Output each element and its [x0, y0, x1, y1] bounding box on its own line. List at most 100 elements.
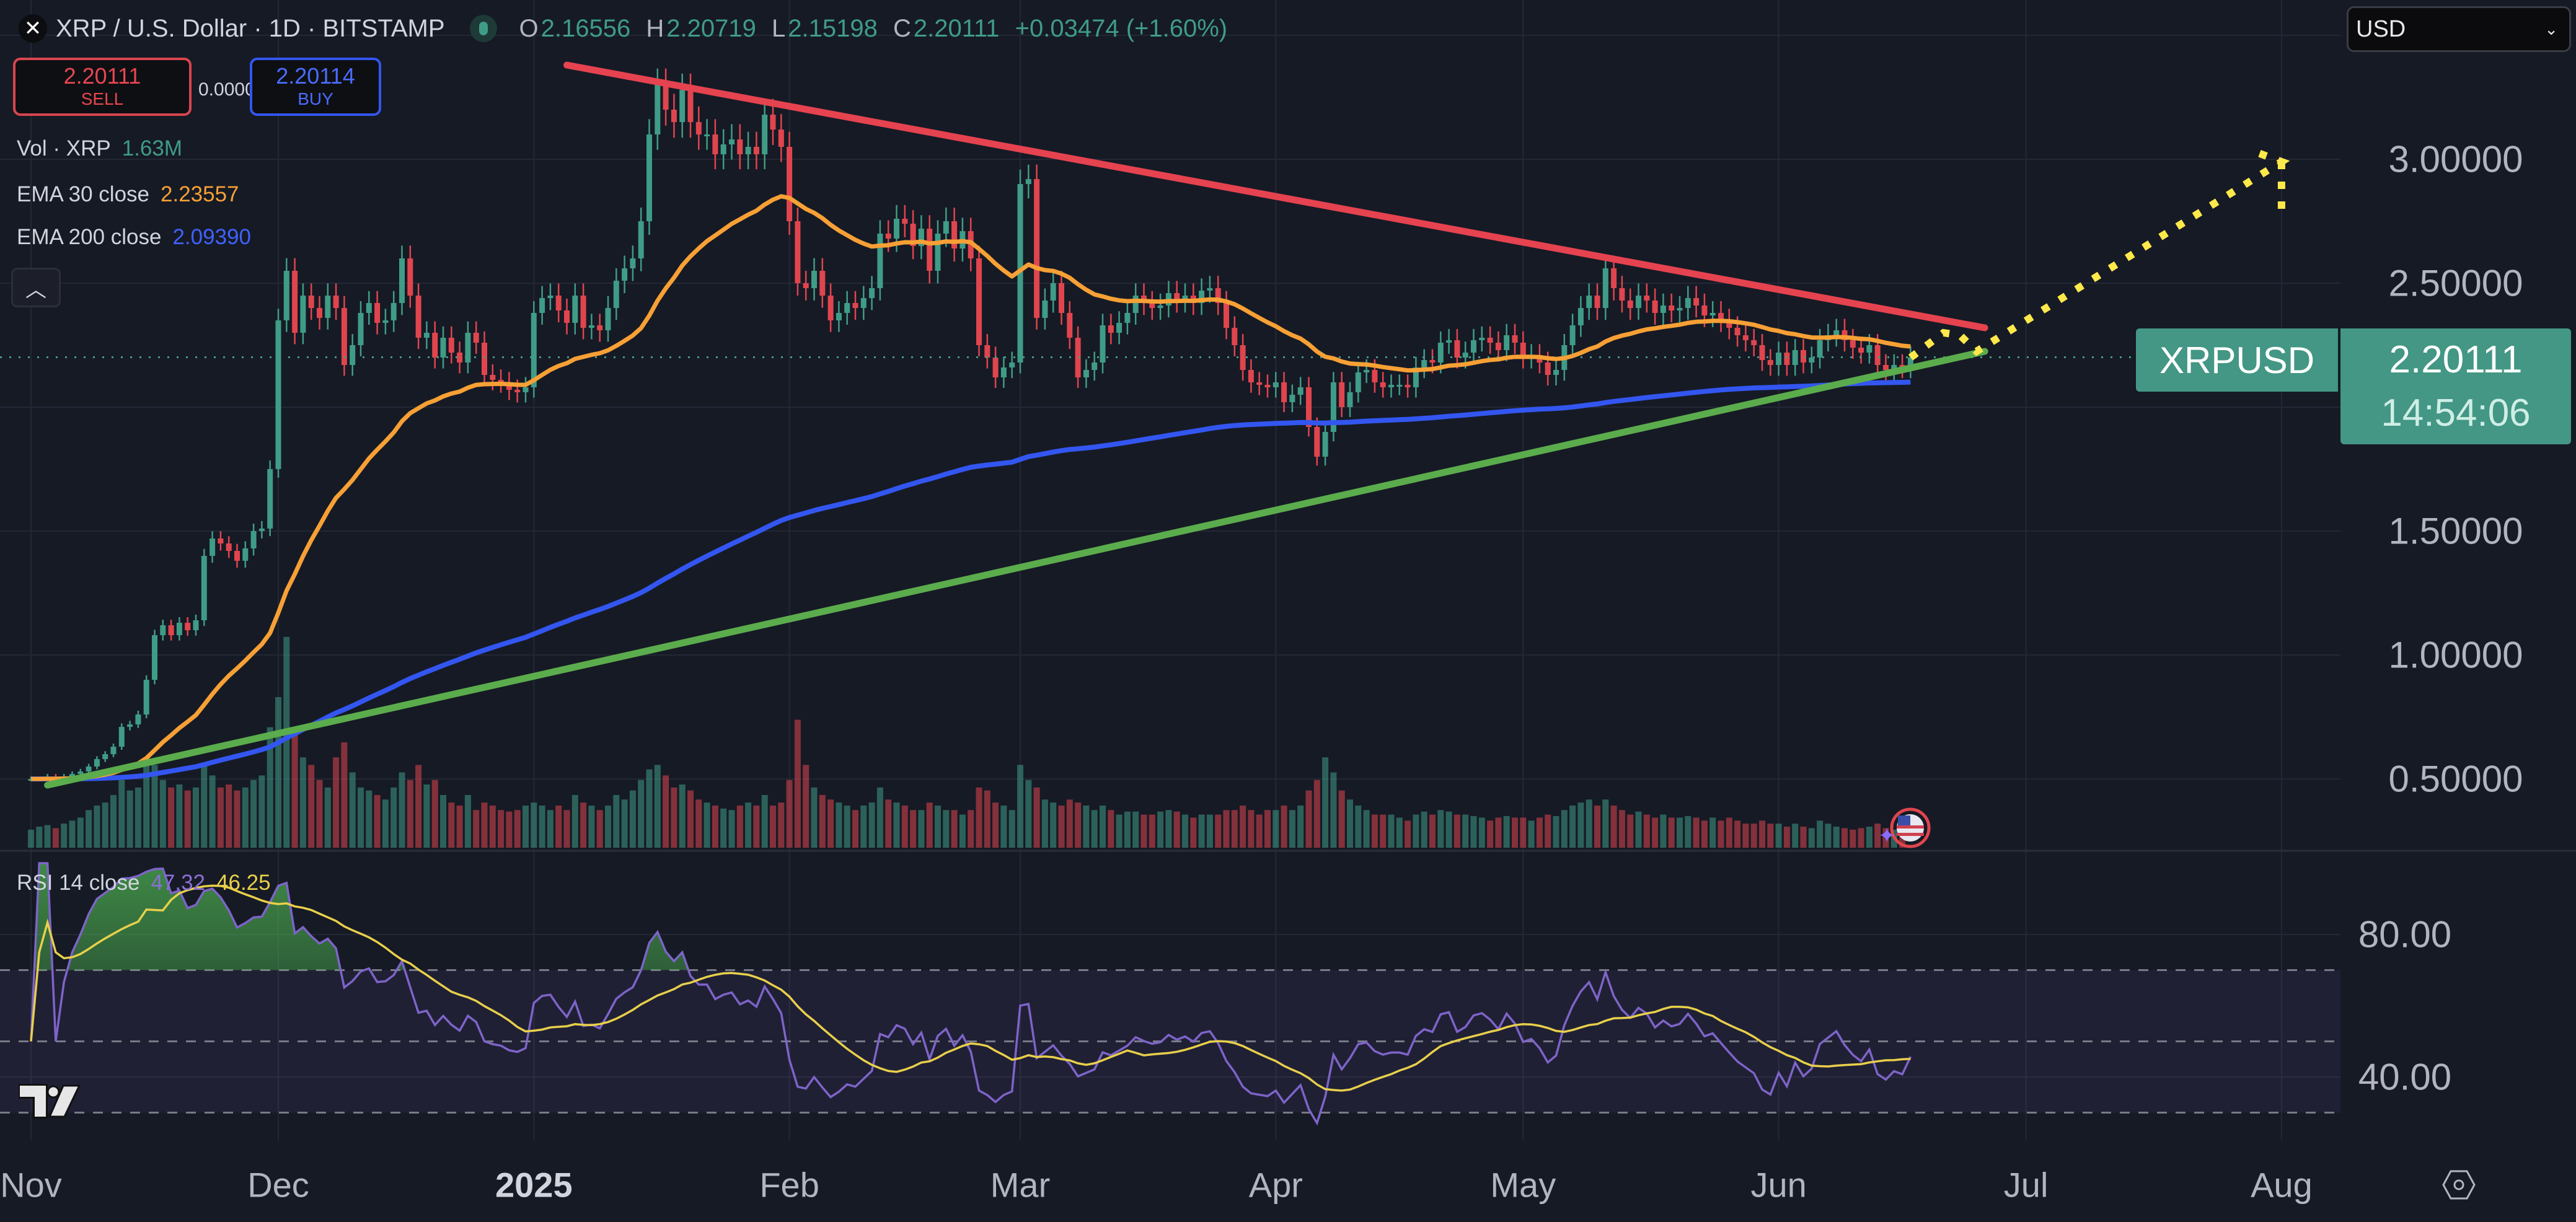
candle-body	[1364, 370, 1370, 372]
candle-body	[638, 221, 644, 258]
volume-bar	[69, 820, 76, 848]
candle-body	[588, 325, 594, 328]
volume-bar	[399, 772, 405, 848]
candle-body	[382, 320, 389, 323]
support-trendline[interactable]	[44, 348, 1988, 789]
candle-body	[1809, 358, 1815, 363]
candle-body	[1000, 367, 1007, 377]
volume-bar	[1322, 757, 1329, 848]
volume-bar	[1033, 787, 1040, 848]
event-flag-icon[interactable]	[1890, 807, 1931, 848]
volume-bar	[324, 787, 331, 848]
rsi-ma-line[interactable]	[30, 884, 1911, 1092]
volume-bar	[687, 790, 694, 848]
candle-body	[729, 139, 734, 144]
high-label: H	[646, 14, 664, 42]
volume-bar	[1742, 824, 1749, 848]
volume-bar	[761, 794, 768, 848]
tradingview-logo[interactable]	[19, 1083, 81, 1119]
open-label: O	[519, 14, 539, 42]
volume-bar	[1643, 814, 1650, 848]
volume-bar	[86, 810, 92, 848]
candle-body	[704, 134, 710, 136]
candle-body	[308, 296, 314, 308]
volume-bar	[1536, 817, 1543, 848]
volume-bar	[242, 787, 249, 848]
symbol-title[interactable]: XRP / U.S. Dollar · 1D · BITSTAMP	[56, 14, 445, 42]
collapse-legend-button[interactable]: ︿	[11, 268, 61, 307]
volume-bar	[571, 794, 578, 848]
candle-body	[695, 122, 702, 134]
volume-bar	[778, 802, 785, 848]
volume-bar	[283, 636, 290, 848]
legend-volume[interactable]: Vol · XRP 1.63M	[17, 136, 182, 161]
candle-body	[655, 85, 661, 134]
candle-body	[1784, 353, 1790, 365]
buy-button[interactable]: 2.20114 BUY	[250, 58, 381, 116]
volume-bar	[217, 787, 224, 848]
candle-body	[250, 531, 257, 548]
volume-bar	[844, 805, 850, 848]
candle-body	[482, 343, 487, 375]
volume-bar	[267, 727, 273, 848]
currency-value: USD	[2356, 15, 2406, 42]
candle-body	[1380, 382, 1386, 387]
candle-body	[1092, 363, 1098, 370]
price-axis-label: 2.50000	[2388, 262, 2523, 304]
volume-bar	[1058, 805, 1065, 848]
volume-bar	[968, 810, 974, 848]
symbol-header[interactable]: ✕ XRP / U.S. Dollar · 1D · BITSTAMP O 2.1…	[19, 11, 1236, 46]
volume-bar	[926, 802, 933, 848]
candle-body	[811, 271, 817, 288]
candle-body	[1586, 296, 1592, 308]
volume-bar	[1677, 817, 1683, 848]
open-value: 2.16556	[540, 14, 631, 42]
legend-ema200[interactable]: EMA 200 close 2.09390	[17, 225, 251, 250]
volume-bar	[168, 787, 175, 848]
candle-body	[423, 333, 430, 338]
candle-body	[1677, 308, 1683, 310]
rsi-band	[0, 970, 2340, 1113]
volume-bar	[1289, 810, 1295, 848]
rsi-line[interactable]	[30, 862, 1912, 1126]
volume-bar	[1371, 814, 1378, 848]
ema30-line[interactable]	[31, 194, 1911, 781]
candle-body	[1660, 306, 1666, 313]
candle-body	[498, 380, 504, 382]
volume-bar	[1297, 805, 1304, 848]
resistance-trendline[interactable]	[563, 61, 1988, 332]
volume-bar	[613, 794, 620, 848]
candle-body	[1132, 296, 1139, 313]
volume-bar	[1017, 765, 1023, 848]
volume-bar	[1627, 814, 1634, 848]
currency-select[interactable]: USD ⌄	[2347, 6, 2571, 52]
gear-icon[interactable]	[2442, 1168, 2476, 1202]
volume-bar	[1503, 815, 1510, 848]
candle-body	[1017, 184, 1023, 363]
rsi-label: RSI 14 close	[17, 871, 140, 895]
candle-body	[737, 139, 743, 154]
event-star-icon[interactable]: ✦	[1878, 824, 1896, 848]
volume-bar	[794, 719, 801, 848]
candle-body	[1504, 335, 1510, 350]
volume-bar	[728, 810, 735, 848]
volume-bar	[901, 805, 908, 848]
candle-body	[1874, 345, 1881, 365]
candle-body	[1388, 385, 1394, 387]
close-label: C	[893, 14, 911, 42]
ema200-line[interactable]	[31, 379, 1911, 781]
legend-ema30[interactable]: EMA 30 close 2.23557	[17, 182, 239, 207]
candle-body	[630, 258, 636, 268]
price-axis-label: 0.50000	[2388, 758, 2523, 800]
volume-bar	[1000, 805, 1007, 848]
candle-body	[523, 387, 529, 392]
candle-body	[1446, 340, 1452, 343]
market-status-icon[interactable]	[469, 15, 497, 42]
candle-body	[226, 543, 232, 551]
candle-body	[1751, 340, 1757, 345]
volume-bar	[341, 742, 348, 848]
volume-bar	[1882, 828, 1889, 848]
legend-rsi[interactable]: RSI 14 close 47.32 46.25	[17, 871, 271, 895]
sell-button[interactable]: 2.20111 SELL	[13, 58, 192, 116]
